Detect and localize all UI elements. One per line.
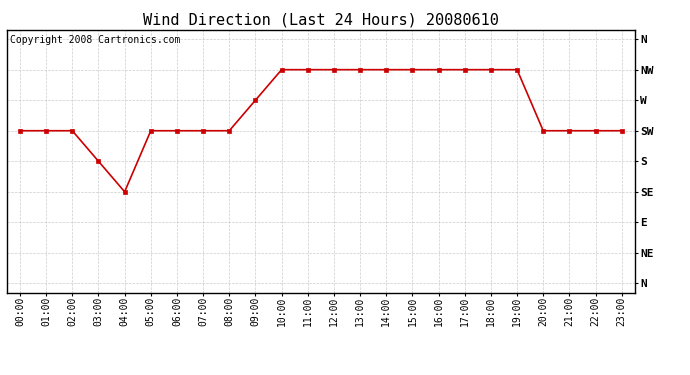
Title: Wind Direction (Last 24 Hours) 20080610: Wind Direction (Last 24 Hours) 20080610 [143,12,499,27]
Text: Copyright 2008 Cartronics.com: Copyright 2008 Cartronics.com [10,35,180,45]
